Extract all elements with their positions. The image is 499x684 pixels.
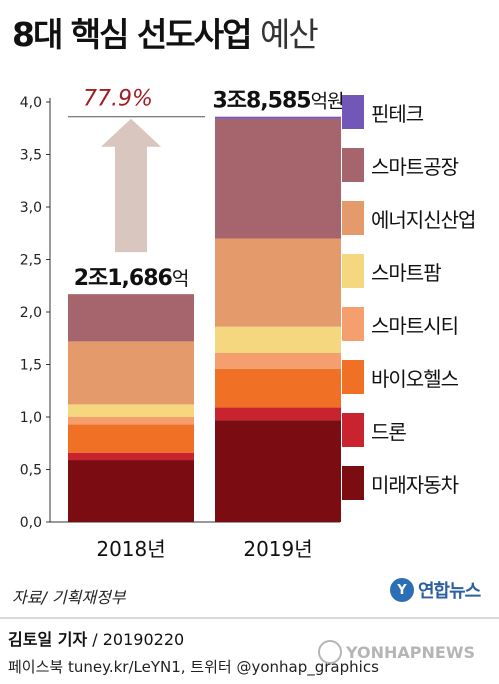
- y-tick-label: 2,0: [20, 305, 42, 321]
- legend-swatch: [342, 360, 364, 394]
- bar-segment: [215, 352, 341, 369]
- bar-segment: [68, 460, 194, 522]
- divider: [0, 617, 499, 619]
- bar-segment: [215, 326, 341, 353]
- legend-swatch: [342, 148, 364, 182]
- watermark: YONHAPNEWS: [318, 640, 475, 664]
- legend-item: 바이오헬스: [342, 360, 459, 394]
- byline: 김토일 기자 / 20190220: [8, 630, 185, 649]
- y-tick-label: 2,5: [20, 253, 42, 269]
- bar-segment: [215, 116, 341, 119]
- yonhap-logo-text: 연합뉴스: [418, 581, 481, 602]
- bar-segment: [68, 424, 194, 453]
- bar-segment: [215, 118, 341, 239]
- legend-label: 스마트팜: [371, 260, 442, 285]
- source-note: 자료/ 기획재정부: [12, 588, 126, 607]
- x-tick-label: 2018년: [96, 537, 165, 561]
- legend-swatch: [342, 201, 364, 235]
- bar-segment: [68, 294, 194, 342]
- yonhap-logo: Y 연합뉴스: [390, 577, 481, 603]
- legend-label: 에너지신산업: [371, 207, 476, 232]
- social-links: 페이스북 tuney.kr/LeYN1, 트위터 @yonhap_graphic…: [8, 658, 379, 676]
- bar-segment: [68, 417, 194, 425]
- yonhap-logo-icon: Y: [390, 578, 414, 602]
- total-label: 3조8,585억원: [212, 89, 343, 114]
- legend-swatch: [342, 307, 364, 341]
- stacked-bar-chart: 0,0 0,5 1,0 1,5 2,0 2,5 3,0 3,5 4,0 2018년 2조1,686억…: [20, 87, 345, 561]
- total-label: 2조1,686억: [74, 266, 189, 291]
- bar-segment: [215, 368, 341, 408]
- legend-label: 스마트시티: [371, 313, 459, 338]
- chart-title: 8대 핵심 선도사업 예산: [12, 15, 319, 54]
- legend-label: 드론: [371, 419, 407, 444]
- y-tick-label: 3,5: [20, 148, 42, 164]
- watermark-icon: [318, 640, 342, 664]
- legend-item: 스마트시티: [342, 307, 459, 341]
- legend-item: 미래자동차: [342, 466, 459, 500]
- y-tick-label: 4,0: [20, 95, 42, 111]
- growth-label: 77.9%: [83, 87, 153, 112]
- legend-label: 바이오헬스: [371, 366, 459, 391]
- legend-swatch: [342, 413, 364, 447]
- legend-item: 핀테크: [342, 95, 424, 129]
- legend-item: 스마트공장: [342, 148, 459, 182]
- bar-segment: [215, 238, 341, 327]
- legend-swatch: [342, 466, 364, 500]
- legend-item: 스마트팜: [342, 254, 442, 288]
- y-tick-label: 1,0: [20, 410, 42, 426]
- bar-segment: [215, 420, 341, 522]
- y-tick-label: 0,0: [20, 515, 42, 531]
- growth-arrow: [101, 118, 161, 253]
- legend-swatch: [342, 254, 364, 288]
- legend-label: 스마트공장: [371, 154, 459, 179]
- legend-swatch: [342, 95, 364, 129]
- bar-segment: [68, 452, 194, 461]
- legend-label: 핀테크: [371, 101, 424, 126]
- legend-item: 드론: [342, 413, 407, 447]
- legend-item: 에너지신산업: [342, 201, 476, 235]
- y-tick-label: 1,5: [20, 358, 42, 374]
- bar-segment: [68, 404, 194, 417]
- y-tick-label: 0,5: [20, 463, 42, 479]
- bar-segment: [215, 407, 341, 421]
- y-tick-label: 3,0: [20, 200, 42, 216]
- legend-label: 미래자동차: [371, 472, 459, 497]
- x-tick-label: 2019년: [243, 537, 312, 561]
- bar-segment: [68, 341, 194, 405]
